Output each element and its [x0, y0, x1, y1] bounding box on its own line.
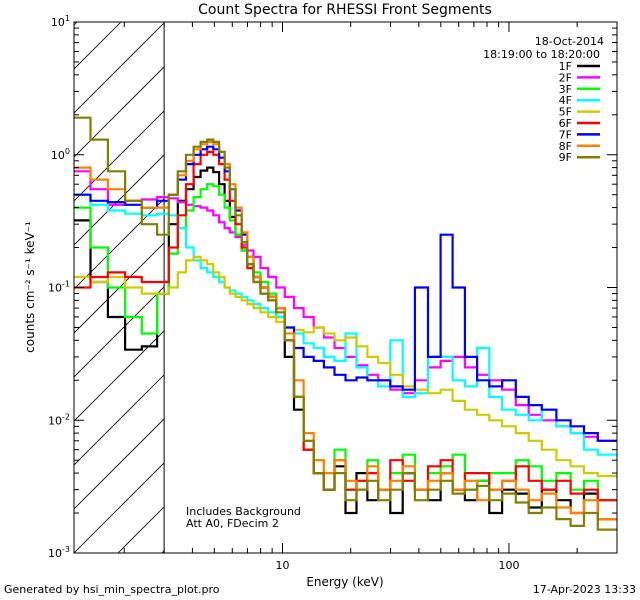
series-2F [74, 170, 617, 442]
background-note: Includes Background [186, 505, 301, 518]
legend-label-4F: 4F [559, 94, 572, 107]
date-annotation: 18-Oct-2014 [535, 35, 604, 48]
y-tick-label: 100 [51, 147, 70, 162]
hatch-line [74, 66, 165, 158]
y-tick-label: 10-1 [48, 280, 70, 295]
legend-label-2F: 2F [559, 71, 572, 84]
hatch-line [514, 0, 640, 553]
x-tick-label: 100 [498, 559, 519, 572]
hatch-line [338, 0, 640, 553]
x-tick-label: 10 [276, 559, 290, 572]
chart-title: Count Spectra for RHESSI Front Segments [198, 2, 492, 18]
y-axis-label: counts cm⁻² s⁻¹ keV⁻¹ [23, 221, 37, 353]
series-6F [74, 150, 617, 502]
series-layer [74, 116, 617, 531]
y-tick-label: 101 [51, 14, 70, 29]
hatch-line [74, 462, 165, 553]
hatch-line [470, 0, 640, 553]
hatch-line [426, 0, 640, 553]
hatch-line [74, 22, 165, 114]
legend-label-5F: 5F [559, 106, 572, 119]
hatch-line [250, 0, 640, 553]
footer-generated-by: Generated by hsi_min_spectra_plot.pro [4, 583, 220, 596]
hatch-line [382, 0, 640, 553]
attenuator-note: Att A0, FDecim 2 [186, 517, 279, 530]
hatch-line [74, 242, 165, 334]
hatch-line [0, 0, 18, 553]
hatch-line [74, 374, 165, 466]
hatch-line [74, 418, 165, 510]
legend-label-8F: 8F [559, 140, 572, 153]
legend-label-9F: 9F [559, 151, 572, 164]
y-tick-label: 10-2 [48, 412, 70, 427]
series-7F [74, 145, 617, 442]
hatch-line [602, 0, 640, 553]
legend-label-3F: 3F [559, 83, 572, 96]
y-tick-label: 10-3 [48, 545, 70, 560]
footer-timestamp: 17-Apr-2023 13:33 [532, 583, 636, 596]
series-5F [74, 255, 617, 478]
legend-label-6F: 6F [559, 117, 572, 130]
axes-layer: 10 100 10-3 10-2 10-1 100 101 [48, 14, 618, 572]
time-range-annotation: 18:19:00 to 18:20:00 [483, 48, 600, 61]
series-4F [74, 193, 617, 456]
legend-label-7F: 7F [559, 128, 572, 141]
x-axis-label: Energy (keV) [306, 575, 383, 589]
legend-label-1F: 1F [559, 60, 572, 73]
series-9F [74, 116, 617, 531]
